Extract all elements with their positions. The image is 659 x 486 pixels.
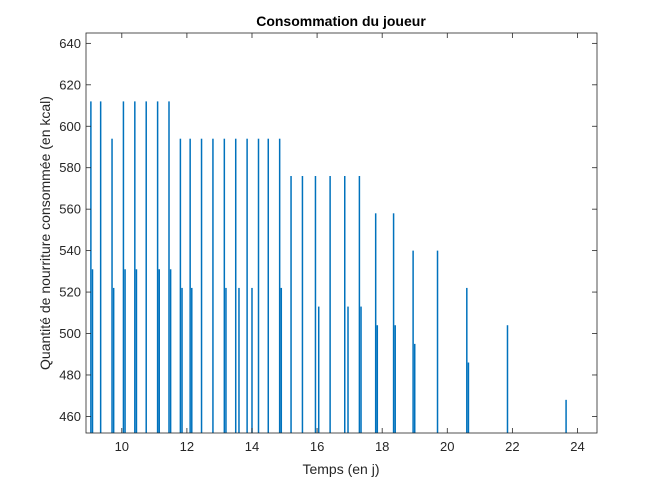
y-tick-label: 460 [59, 409, 81, 424]
x-tick-label: 16 [310, 439, 324, 454]
y-tick-label: 480 [59, 367, 81, 382]
y-tick-label: 560 [59, 202, 81, 217]
bar [257, 138, 260, 433]
bar [278, 138, 281, 433]
bar [412, 250, 414, 433]
bar [112, 287, 115, 433]
plot-frame [85, 32, 598, 434]
bar [358, 176, 361, 433]
bar [376, 325, 379, 433]
bar [466, 287, 468, 433]
y-axis: 460 480 500 520 540 560 580 600 620 640 [59, 36, 597, 424]
bar [413, 343, 416, 433]
bar [212, 138, 214, 433]
bar [329, 176, 331, 433]
bar [347, 306, 349, 433]
bar [158, 269, 160, 433]
bar [223, 138, 226, 433]
bar [565, 399, 567, 433]
bar [280, 287, 283, 433]
y-tick-label: 640 [59, 36, 81, 51]
bar [189, 138, 191, 433]
bar [317, 306, 320, 433]
y-axis-label: Quantité de nourriture consommée (en kca… [37, 96, 53, 370]
bar [99, 101, 102, 433]
bar [238, 287, 240, 433]
bar [134, 101, 136, 433]
x-axis: 10 12 14 16 18 20 22 24 [115, 33, 585, 454]
bar [344, 176, 346, 433]
bar [234, 138, 237, 433]
y-tick-label: 500 [59, 326, 81, 341]
bars-layer [90, 101, 567, 433]
bar [200, 138, 203, 433]
bar [169, 269, 172, 433]
bar [135, 269, 138, 433]
y-tick-label: 620 [59, 77, 81, 92]
bar [145, 101, 147, 433]
x-tick-label: 22 [505, 439, 519, 454]
bar [290, 176, 292, 433]
x-tick-label: 14 [245, 439, 259, 454]
bar [156, 101, 159, 433]
bar [301, 176, 304, 433]
bar [181, 287, 183, 433]
bar [122, 101, 125, 433]
x-tick-label: 20 [440, 439, 454, 454]
x-tick-label: 24 [570, 439, 584, 454]
bar [506, 325, 509, 433]
bar [394, 325, 396, 433]
bar [168, 101, 170, 433]
y-tick-label: 600 [59, 119, 81, 134]
bar [124, 269, 126, 433]
bar [392, 213, 395, 433]
x-tick-label: 10 [115, 439, 129, 454]
bar [91, 269, 94, 433]
y-tick-label: 520 [59, 285, 81, 300]
bar [179, 138, 182, 433]
x-axis-label: Temps (en j) [302, 461, 379, 477]
bar [374, 213, 377, 433]
bar [246, 138, 248, 433]
bar [360, 306, 362, 433]
plot-background [86, 33, 597, 433]
y-tick-label: 540 [59, 243, 81, 258]
bar [90, 101, 92, 433]
chart-title: Consommation du joueur [256, 13, 426, 29]
bar [436, 250, 439, 433]
bar [191, 287, 193, 433]
bar [267, 138, 270, 433]
bar [251, 287, 253, 433]
bar [111, 138, 113, 433]
x-tick-label: 12 [180, 439, 194, 454]
x-tick-label: 18 [375, 439, 389, 454]
bar [314, 176, 317, 433]
bar [467, 362, 470, 433]
y-tick-label: 580 [59, 160, 81, 175]
bar [225, 287, 227, 433]
